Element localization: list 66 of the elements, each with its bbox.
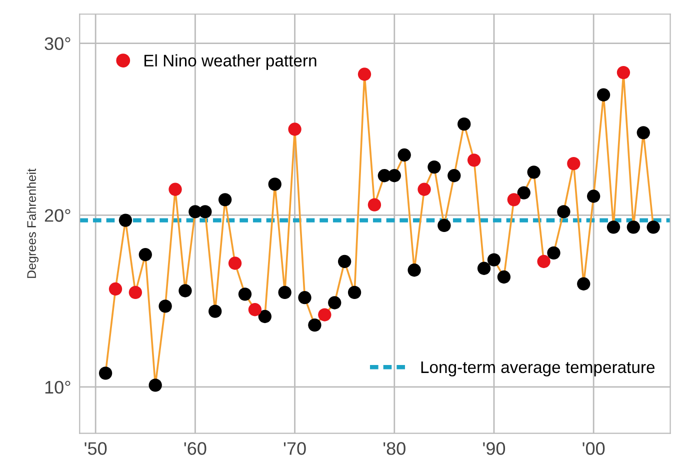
- point: [527, 166, 540, 179]
- point: [148, 378, 162, 392]
- point: [388, 169, 401, 182]
- y-axis-title: Degrees Fahrenheit: [26, 168, 38, 278]
- point: [268, 178, 282, 191]
- point: [168, 182, 182, 196]
- point: [98, 366, 112, 380]
- point: [368, 198, 382, 212]
- point: [338, 254, 352, 268]
- point: [158, 300, 172, 313]
- point: [408, 264, 421, 277]
- point: [248, 303, 262, 316]
- point: [567, 157, 580, 170]
- point: [128, 286, 142, 300]
- point: [458, 117, 471, 131]
- point: [507, 193, 520, 206]
- point: [348, 286, 362, 300]
- point: [626, 220, 640, 234]
- legend-label: El Nino weather pattern: [144, 54, 316, 70]
- legend-label: Long-term average temperature: [421, 361, 655, 376]
- point: [586, 190, 600, 203]
- point: [547, 246, 560, 260]
- point: [477, 262, 491, 275]
- point: [358, 68, 372, 81]
- x-tick-label: '50: [84, 442, 107, 455]
- x-tick-label: '90: [483, 442, 506, 455]
- x-tick-label: '80: [384, 442, 406, 455]
- point: [438, 218, 451, 232]
- point: [537, 254, 550, 268]
- point: [577, 277, 590, 290]
- point: [646, 220, 660, 234]
- y-tick-label: 10°: [45, 380, 70, 394]
- point: [198, 205, 212, 218]
- point: [218, 193, 232, 206]
- point: [278, 286, 292, 300]
- point: [398, 148, 411, 162]
- point: [616, 66, 630, 80]
- point: [258, 310, 272, 324]
- point: [467, 154, 481, 167]
- point: [606, 220, 620, 234]
- point: [487, 253, 501, 266]
- point: [108, 282, 122, 296]
- point: [298, 291, 312, 304]
- point: [238, 288, 252, 301]
- point: [497, 270, 511, 284]
- point: [328, 296, 342, 310]
- point: [228, 256, 242, 270]
- point: [517, 186, 530, 200]
- point: [418, 182, 431, 196]
- point: [636, 126, 650, 140]
- point: [448, 169, 461, 182]
- point: [428, 160, 441, 174]
- x-tick-label: '00: [582, 442, 605, 455]
- point: [308, 318, 322, 332]
- x-tick-label: '70: [284, 442, 306, 455]
- point: [288, 122, 302, 136]
- point: [208, 304, 222, 318]
- x-tick-label: '60: [184, 442, 206, 455]
- y-tick-label: 30°: [44, 37, 70, 50]
- point: [557, 205, 570, 218]
- point: [178, 284, 192, 298]
- point: [118, 214, 132, 227]
- point: [318, 308, 332, 322]
- point: [138, 248, 152, 262]
- point: [596, 88, 610, 102]
- y-tick-label: 20°: [44, 209, 70, 222]
